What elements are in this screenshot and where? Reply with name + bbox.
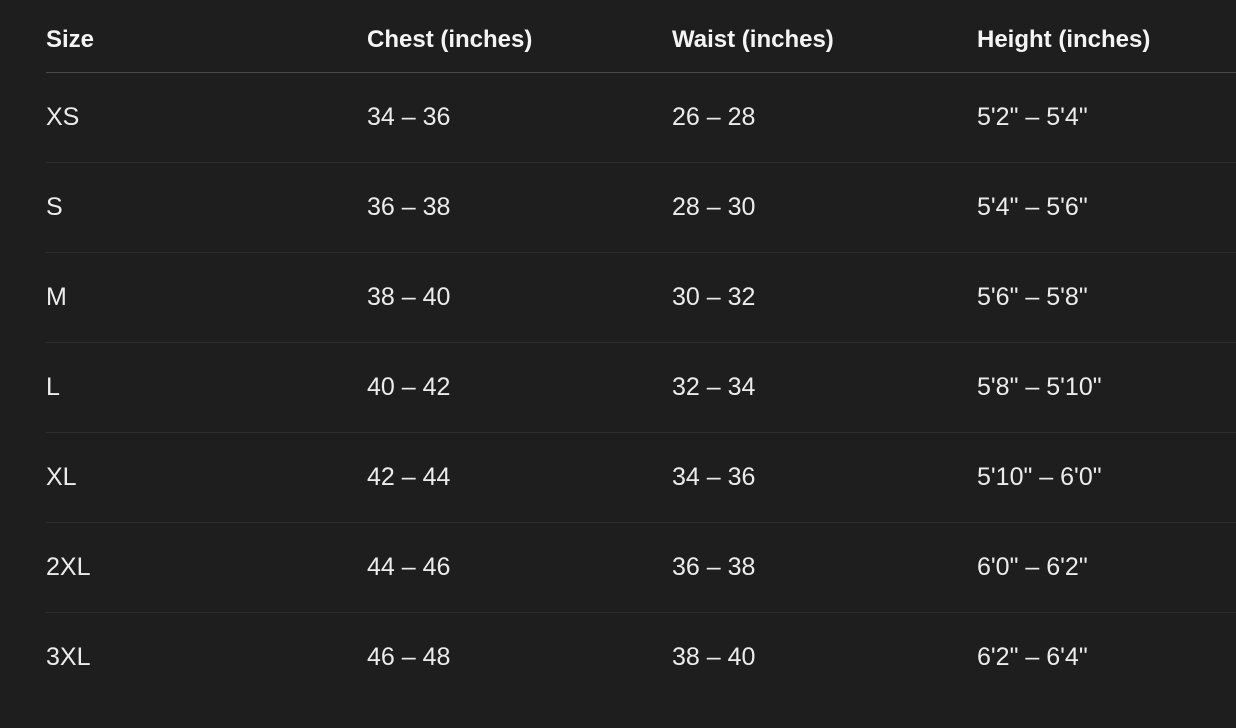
cell-waist: 38 – 40 [672,643,756,671]
cell-waist: 28 – 30 [672,193,756,221]
cell-waist: 34 – 36 [672,463,756,491]
header-height: Height (inches) [977,26,1151,53]
cell-height: 5'8" – 5'10" [977,373,1102,401]
cell-height: 6'2" – 6'4" [977,643,1088,671]
cell-size: XL [46,463,77,491]
table-row: M 38 – 40 30 – 32 5'6" – 5'8" [46,253,1236,343]
cell-chest: 36 – 38 [367,193,451,221]
table-header: Size Chest (inches) Waist (inches) Heigh… [46,0,1236,73]
cell-height: 5'6" – 5'8" [977,283,1088,311]
table-row: 2XL 44 – 46 36 – 38 6'0" – 6'2" [46,523,1236,613]
cell-chest: 34 – 36 [367,103,451,131]
table-row: 3XL 46 – 48 38 – 40 6'2" – 6'4" [46,613,1236,702]
table-row: S 36 – 38 28 – 30 5'4" – 5'6" [46,163,1236,253]
cell-size: S [46,193,63,221]
header-size: Size [46,26,95,53]
table-row: XL 42 – 44 34 – 36 5'10" – 6'0" [46,433,1236,523]
cell-height: 5'10" – 6'0" [977,463,1102,491]
cell-height: 5'2" – 5'4" [977,103,1088,131]
cell-waist: 30 – 32 [672,283,756,311]
cell-size: 3XL [46,643,91,671]
cell-height: 5'4" – 5'6" [977,193,1088,221]
cell-waist: 36 – 38 [672,553,756,581]
cell-chest: 46 – 48 [367,643,451,671]
size-chart-table: Size Chest (inches) Waist (inches) Heigh… [46,0,1236,702]
cell-chest: 38 – 40 [367,283,451,311]
cell-size: XS [46,103,80,131]
cell-waist: 26 – 28 [672,103,756,131]
cell-chest: 40 – 42 [367,373,451,401]
cell-height: 6'0" – 6'2" [977,553,1088,581]
table-row: XS 34 – 36 26 – 28 5'2" – 5'4" [46,73,1236,163]
cell-size: L [46,373,60,401]
cell-size: 2XL [46,553,91,581]
cell-chest: 44 – 46 [367,553,451,581]
cell-size: M [46,283,67,311]
cell-waist: 32 – 34 [672,373,756,401]
table-row: L 40 – 42 32 – 34 5'8" – 5'10" [46,343,1236,433]
cell-chest: 42 – 44 [367,463,451,491]
header-chest: Chest (inches) [367,26,533,53]
header-waist: Waist (inches) [672,26,834,53]
